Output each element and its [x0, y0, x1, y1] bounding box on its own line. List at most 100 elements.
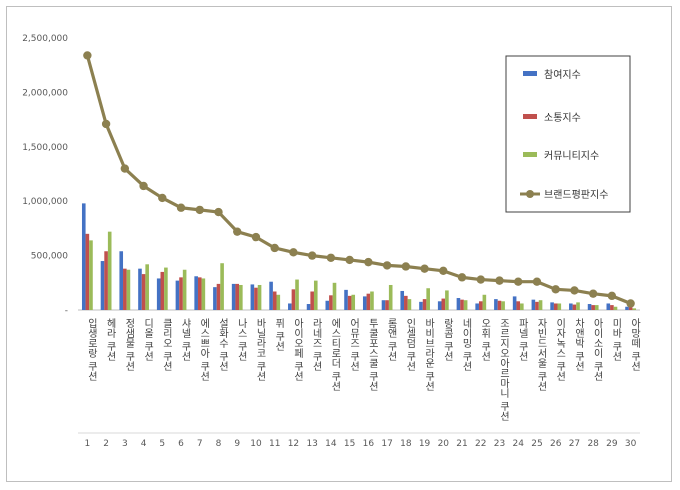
bar: [145, 264, 149, 310]
bar: [422, 299, 427, 310]
category-number: 17: [381, 439, 392, 449]
bar: [123, 268, 127, 310]
bar: [538, 300, 543, 310]
category-label: 라네즈 쿠션: [310, 318, 322, 371]
category-label: 아망떼 쿠션: [629, 318, 641, 371]
category-number: 3: [122, 439, 128, 449]
category-label: 파넬 쿠션: [516, 318, 528, 361]
bar: [235, 283, 240, 310]
bar: [632, 308, 637, 310]
bar: [325, 300, 330, 310]
bar: [437, 301, 442, 310]
bar: [329, 295, 333, 310]
bar: [606, 303, 611, 310]
line-point: [457, 273, 467, 282]
category-label: 오휘 쿠션: [479, 318, 491, 361]
bar: [310, 291, 314, 310]
bar: [531, 299, 536, 310]
line-point: [176, 203, 186, 212]
category-number: 19: [419, 439, 431, 449]
y-tick-label: -: [65, 306, 68, 316]
bar: [535, 301, 539, 310]
category-label: 바비브라운 쿠션: [423, 318, 435, 391]
line-point: [570, 286, 579, 295]
category-number: 11: [269, 439, 280, 449]
bar: [494, 299, 498, 310]
line-point: [476, 275, 485, 284]
bar: [231, 283, 236, 310]
bar: [347, 295, 352, 310]
line-point: [195, 205, 204, 215]
bar: [613, 306, 618, 310]
bar: [576, 302, 580, 310]
category-label: 네이밍 쿠션: [460, 318, 472, 371]
category-number: 9: [234, 439, 240, 449]
category-number: 6: [178, 439, 184, 449]
category-label: 이자녹스 쿠션: [554, 318, 566, 381]
y-tick-label: 2,500,000: [22, 34, 68, 44]
category-number: 7: [197, 439, 203, 449]
bar: [516, 301, 521, 310]
legend-swatch: [523, 152, 537, 157]
category-number: 15: [344, 439, 355, 449]
bar: [463, 300, 468, 310]
category-label: 입생로랑 쿠션: [85, 317, 97, 381]
bar: [610, 305, 614, 310]
bar: [313, 280, 318, 310]
category-number: 24: [513, 439, 525, 449]
bar: [344, 289, 348, 310]
bar: [126, 269, 131, 310]
legend-swatch: [523, 114, 537, 119]
category-number: 10: [250, 439, 262, 449]
bar: [370, 291, 374, 310]
bar: [164, 267, 168, 310]
category-number: 2: [103, 439, 109, 449]
line-point: [101, 119, 111, 129]
line-point: [364, 257, 373, 267]
legend-label: 참여지수: [544, 69, 581, 81]
line-point: [289, 248, 298, 257]
line-point: [345, 255, 354, 265]
bar: [220, 263, 224, 310]
category-number: 12: [288, 439, 299, 449]
bar: [553, 303, 558, 310]
category-label: 어뮤즈 쿠션: [348, 318, 360, 371]
category-label: 자빈드서울 쿠션: [535, 318, 547, 391]
line-point: [401, 262, 411, 271]
legend-marker: [526, 190, 534, 198]
bar: [550, 302, 554, 310]
line-point: [120, 164, 130, 173]
bar: [269, 281, 273, 310]
bar: [197, 277, 202, 310]
bar: [85, 233, 90, 310]
bar: [482, 294, 487, 310]
bar: [119, 251, 124, 310]
category-label: 설화수 쿠션: [217, 318, 229, 371]
line-point: [607, 291, 617, 301]
category-label: 조르지오아르마니 쿠션: [498, 318, 510, 421]
category-label: 퓌 쿠션: [273, 318, 285, 351]
category-number: 22: [475, 439, 486, 449]
bar: [572, 304, 577, 310]
bar: [141, 274, 146, 310]
bar: [419, 301, 423, 310]
category-label: 헤라 쿠션: [104, 318, 116, 361]
category-label: 바닐라코 쿠션: [254, 318, 266, 381]
bar: [179, 277, 183, 310]
legend-label: 브랜드평판지수: [544, 189, 608, 201]
bar: [276, 294, 281, 310]
bar: [254, 287, 258, 310]
line-point: [270, 243, 279, 253]
bar: [475, 303, 479, 310]
category-label: 나스 쿠션: [235, 318, 247, 361]
line-point: [251, 232, 261, 242]
category-number: 30: [625, 439, 637, 449]
line-point: [626, 299, 635, 308]
category-label: 차앤박 쿠션: [572, 318, 584, 371]
bar: [569, 303, 573, 310]
bar: [257, 284, 262, 310]
bar: [388, 284, 393, 310]
line-point: [214, 207, 223, 217]
bar: [520, 303, 524, 310]
y-tick-label: 2,000,000: [22, 88, 68, 98]
